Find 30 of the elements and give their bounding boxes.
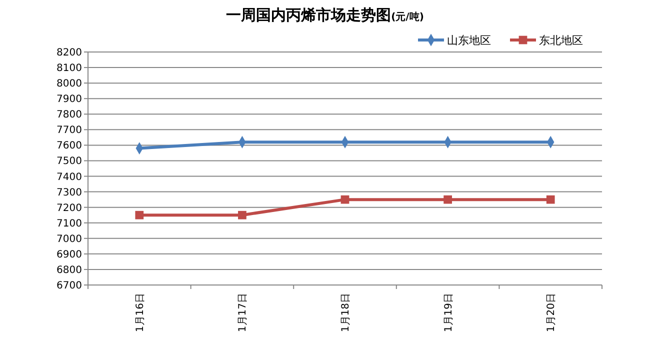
y-tick-label: 8000 — [56, 78, 82, 90]
point — [238, 210, 246, 220]
y-tick-label: 7900 — [56, 94, 82, 106]
y-tick-label: 8200 — [56, 48, 82, 58]
y-tick-label: 7200 — [56, 202, 82, 214]
y-tick-label: 6700 — [56, 280, 82, 292]
point — [444, 195, 452, 204]
legend-label: 东北地区 — [539, 34, 583, 47]
x-tick-label: 1月17日 — [238, 293, 249, 332]
legend-label: 山东地区 — [447, 34, 491, 47]
y-tick-label: 7000 — [56, 234, 82, 245]
y-tick-label: 6900 — [56, 249, 82, 260]
y-tick-label: 7300 — [56, 187, 82, 198]
point — [135, 210, 144, 220]
y-tick-label: 7100 — [56, 218, 82, 230]
y-tick-label: 8100 — [56, 63, 82, 74]
y-tick-label: 6800 — [56, 264, 82, 276]
point — [546, 195, 555, 204]
x-tick-label: 1月20日 — [546, 293, 558, 332]
y-tick-label: 7400 — [56, 172, 82, 183]
y-tick-label: 7700 — [56, 125, 82, 136]
chart-title: 一周国内丙烯市场走势图 — [226, 6, 392, 24]
chart-subtitle: (元/吨) — [391, 11, 424, 23]
x-tick-label: 1月19日 — [443, 293, 454, 332]
y-tick-label: 7600 — [56, 140, 82, 152]
y-tick-label: 7800 — [56, 110, 82, 121]
y-tick-label: 7500 — [56, 156, 82, 168]
x-tick-label: 1月16日 — [134, 293, 146, 332]
point — [340, 195, 350, 204]
x-tick-label: 1月18日 — [340, 293, 352, 332]
